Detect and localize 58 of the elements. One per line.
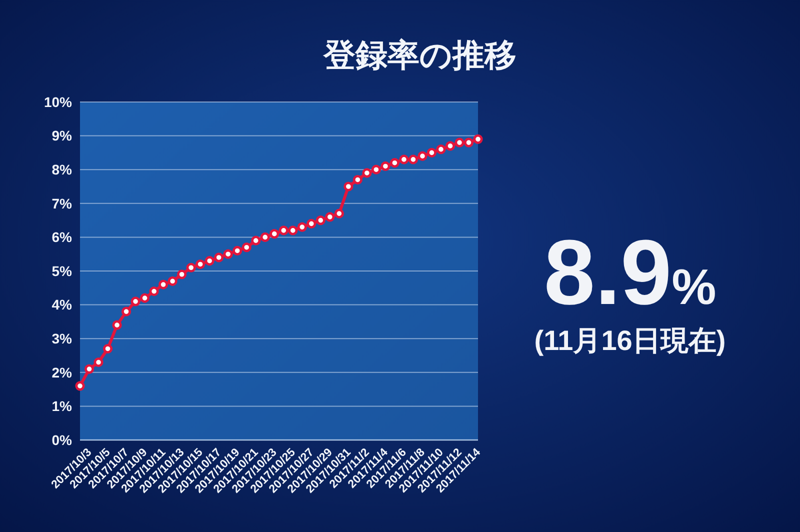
point xyxy=(380,161,390,172)
y-tick-label: 1% xyxy=(52,398,73,414)
point xyxy=(251,236,261,246)
point xyxy=(426,148,437,158)
point xyxy=(186,262,196,272)
point xyxy=(408,154,418,164)
point xyxy=(418,151,428,161)
point xyxy=(270,229,280,239)
y-tick-label: 4% xyxy=(52,296,73,313)
point xyxy=(325,212,335,222)
point xyxy=(158,280,168,290)
y-tick-label: 3% xyxy=(52,330,73,346)
point xyxy=(390,158,400,168)
point xyxy=(121,306,132,316)
point xyxy=(130,296,140,306)
point xyxy=(112,320,122,330)
point xyxy=(464,138,474,148)
point xyxy=(94,357,104,368)
point xyxy=(232,246,242,256)
point xyxy=(334,208,344,218)
y-tick-label: 0% xyxy=(52,432,73,448)
text: (11月16日現在) xyxy=(534,325,726,356)
point xyxy=(297,222,307,232)
point xyxy=(204,256,214,266)
chart-title: 登録率の推移 xyxy=(322,37,516,73)
y-tick-label: 8% xyxy=(52,162,73,178)
point xyxy=(196,259,206,270)
point xyxy=(316,216,326,226)
y-tick-label: 7% xyxy=(52,195,73,212)
point xyxy=(84,364,94,374)
point xyxy=(177,270,187,280)
point xyxy=(306,218,316,228)
point xyxy=(352,174,362,185)
point xyxy=(445,141,456,151)
point xyxy=(102,344,113,354)
y-tick-label: 2% xyxy=(52,364,73,380)
point xyxy=(454,138,464,148)
point xyxy=(399,154,409,164)
point xyxy=(75,381,85,391)
y-tick-label: 10% xyxy=(44,94,73,110)
y-tick-label: 5% xyxy=(52,262,73,279)
point xyxy=(436,144,446,154)
text: 8.9% xyxy=(544,222,716,324)
point xyxy=(362,168,372,178)
point xyxy=(223,249,233,259)
point xyxy=(149,286,159,296)
point xyxy=(344,182,354,192)
point xyxy=(278,226,288,236)
point xyxy=(168,276,178,286)
point xyxy=(140,293,150,303)
point xyxy=(288,226,298,236)
y-tick-label: 6% xyxy=(52,229,73,246)
point xyxy=(473,134,483,144)
point xyxy=(242,242,252,252)
point xyxy=(214,252,224,262)
point xyxy=(371,164,381,174)
point xyxy=(260,232,270,242)
y-tick-label: 9% xyxy=(52,128,73,144)
